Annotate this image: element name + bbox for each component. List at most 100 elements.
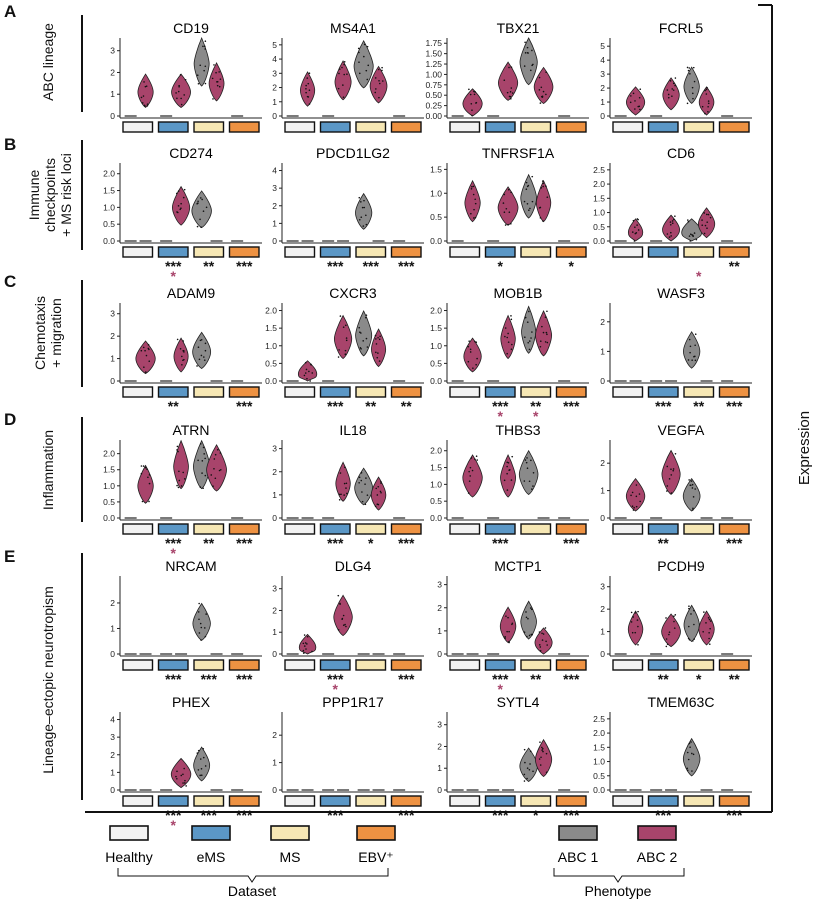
significance-stars: *** — [655, 807, 672, 823]
dataset-box-3 — [555, 659, 587, 671]
cell-point — [144, 349, 146, 352]
violin-abc1-2 — [193, 746, 211, 782]
cell-point — [197, 769, 200, 771]
cell-point — [199, 197, 202, 199]
cell-point — [303, 374, 306, 377]
y-tick-label: 1.0 — [430, 479, 442, 489]
violin-abc2-0 — [462, 88, 483, 117]
cell-point — [197, 459, 199, 462]
cell-point — [181, 355, 183, 358]
y-tick-label: 1 — [272, 758, 277, 768]
cell-point — [342, 96, 345, 99]
cell-point — [539, 764, 542, 766]
dataset-box-2 — [355, 386, 387, 398]
significance-stars: *** — [327, 258, 344, 274]
y-tick-label: 0.5 — [593, 771, 605, 781]
cell-point — [182, 773, 184, 776]
cell-point — [345, 482, 348, 485]
y-tick-label: 0 — [437, 785, 442, 795]
panel-title: SYTL4 — [497, 694, 540, 710]
cell-point — [691, 509, 694, 511]
cell-point — [528, 348, 531, 351]
dataset-box-3 — [555, 523, 587, 535]
cell-point — [637, 644, 639, 646]
panel-title: CXCR3 — [329, 285, 377, 301]
panel-title: CD6 — [667, 145, 695, 161]
cell-point — [179, 348, 182, 350]
panel-nrcam: NRCAM 0 1 2 *** *** *** — [110, 558, 262, 687]
dataset-box-1 — [319, 246, 351, 258]
cell-point — [471, 185, 473, 188]
cell-point — [631, 631, 634, 634]
dataset-box-2 — [355, 246, 387, 258]
cell-point — [305, 87, 307, 90]
cell-point — [545, 771, 548, 774]
violin-abc1-2 — [518, 449, 539, 495]
cell-point — [538, 644, 541, 646]
cell-point — [528, 340, 531, 342]
cell-point — [339, 315, 342, 317]
dataset-box-3 — [555, 386, 587, 398]
significance-stars: *** — [655, 398, 672, 414]
cell-point — [343, 73, 346, 76]
cell-point — [540, 86, 543, 89]
cell-point — [504, 327, 507, 329]
cell-point — [307, 82, 310, 85]
cell-point — [687, 220, 690, 223]
cell-point — [531, 633, 534, 636]
cell-point — [374, 91, 377, 94]
cell-point — [146, 105, 149, 107]
cell-point — [691, 487, 694, 489]
significance-stars-abc2: * — [171, 545, 177, 561]
cell-point — [219, 468, 222, 471]
cell-point — [197, 749, 200, 752]
cell-point — [546, 310, 548, 313]
cell-point — [634, 611, 637, 614]
significance-stars: *** — [363, 258, 380, 274]
significance-stars: ** — [401, 398, 412, 414]
cell-point — [363, 55, 365, 58]
y-tick-label: 1.0 — [593, 208, 605, 218]
cell-point — [509, 90, 512, 93]
cell-point — [687, 637, 690, 640]
cell-point — [506, 91, 509, 94]
cell-point — [524, 459, 527, 461]
cell-point — [467, 345, 470, 348]
cell-point — [181, 363, 183, 366]
cell-point — [528, 480, 531, 483]
cell-point — [639, 500, 641, 503]
cell-point — [541, 749, 543, 751]
cell-point — [666, 485, 669, 487]
cell-point — [338, 493, 341, 496]
dataset-box-2 — [193, 121, 225, 133]
cell-point — [689, 746, 691, 749]
violin-abc2-0 — [300, 71, 316, 107]
cell-point — [140, 96, 143, 99]
cell-point — [199, 758, 202, 760]
y-tick-label: 1 — [110, 623, 115, 633]
cell-point — [471, 114, 473, 117]
cell-point — [639, 88, 642, 91]
cell-point — [524, 316, 527, 319]
cell-point — [199, 64, 202, 67]
cell-point — [671, 95, 673, 97]
panel-title: NRCAM — [165, 558, 216, 574]
cell-point — [180, 207, 182, 210]
cell-point — [528, 310, 530, 313]
panel-ms4a1: MS4A1 0 1 2 3 4 5 — [272, 20, 424, 133]
dataset-box-3 — [228, 795, 260, 807]
cell-point — [508, 630, 510, 633]
cell-point — [542, 633, 545, 635]
cell-point — [540, 95, 543, 98]
y-tick-label: 0.5 — [265, 358, 277, 368]
cell-point — [175, 775, 177, 778]
violin-abc2-1 — [335, 461, 351, 502]
cell-point — [511, 622, 514, 625]
cell-point — [339, 603, 341, 605]
phenotype-brace — [553, 868, 685, 883]
cell-point — [689, 233, 692, 236]
legend-label: MS — [280, 849, 301, 865]
significance-stars: *** — [492, 535, 509, 551]
